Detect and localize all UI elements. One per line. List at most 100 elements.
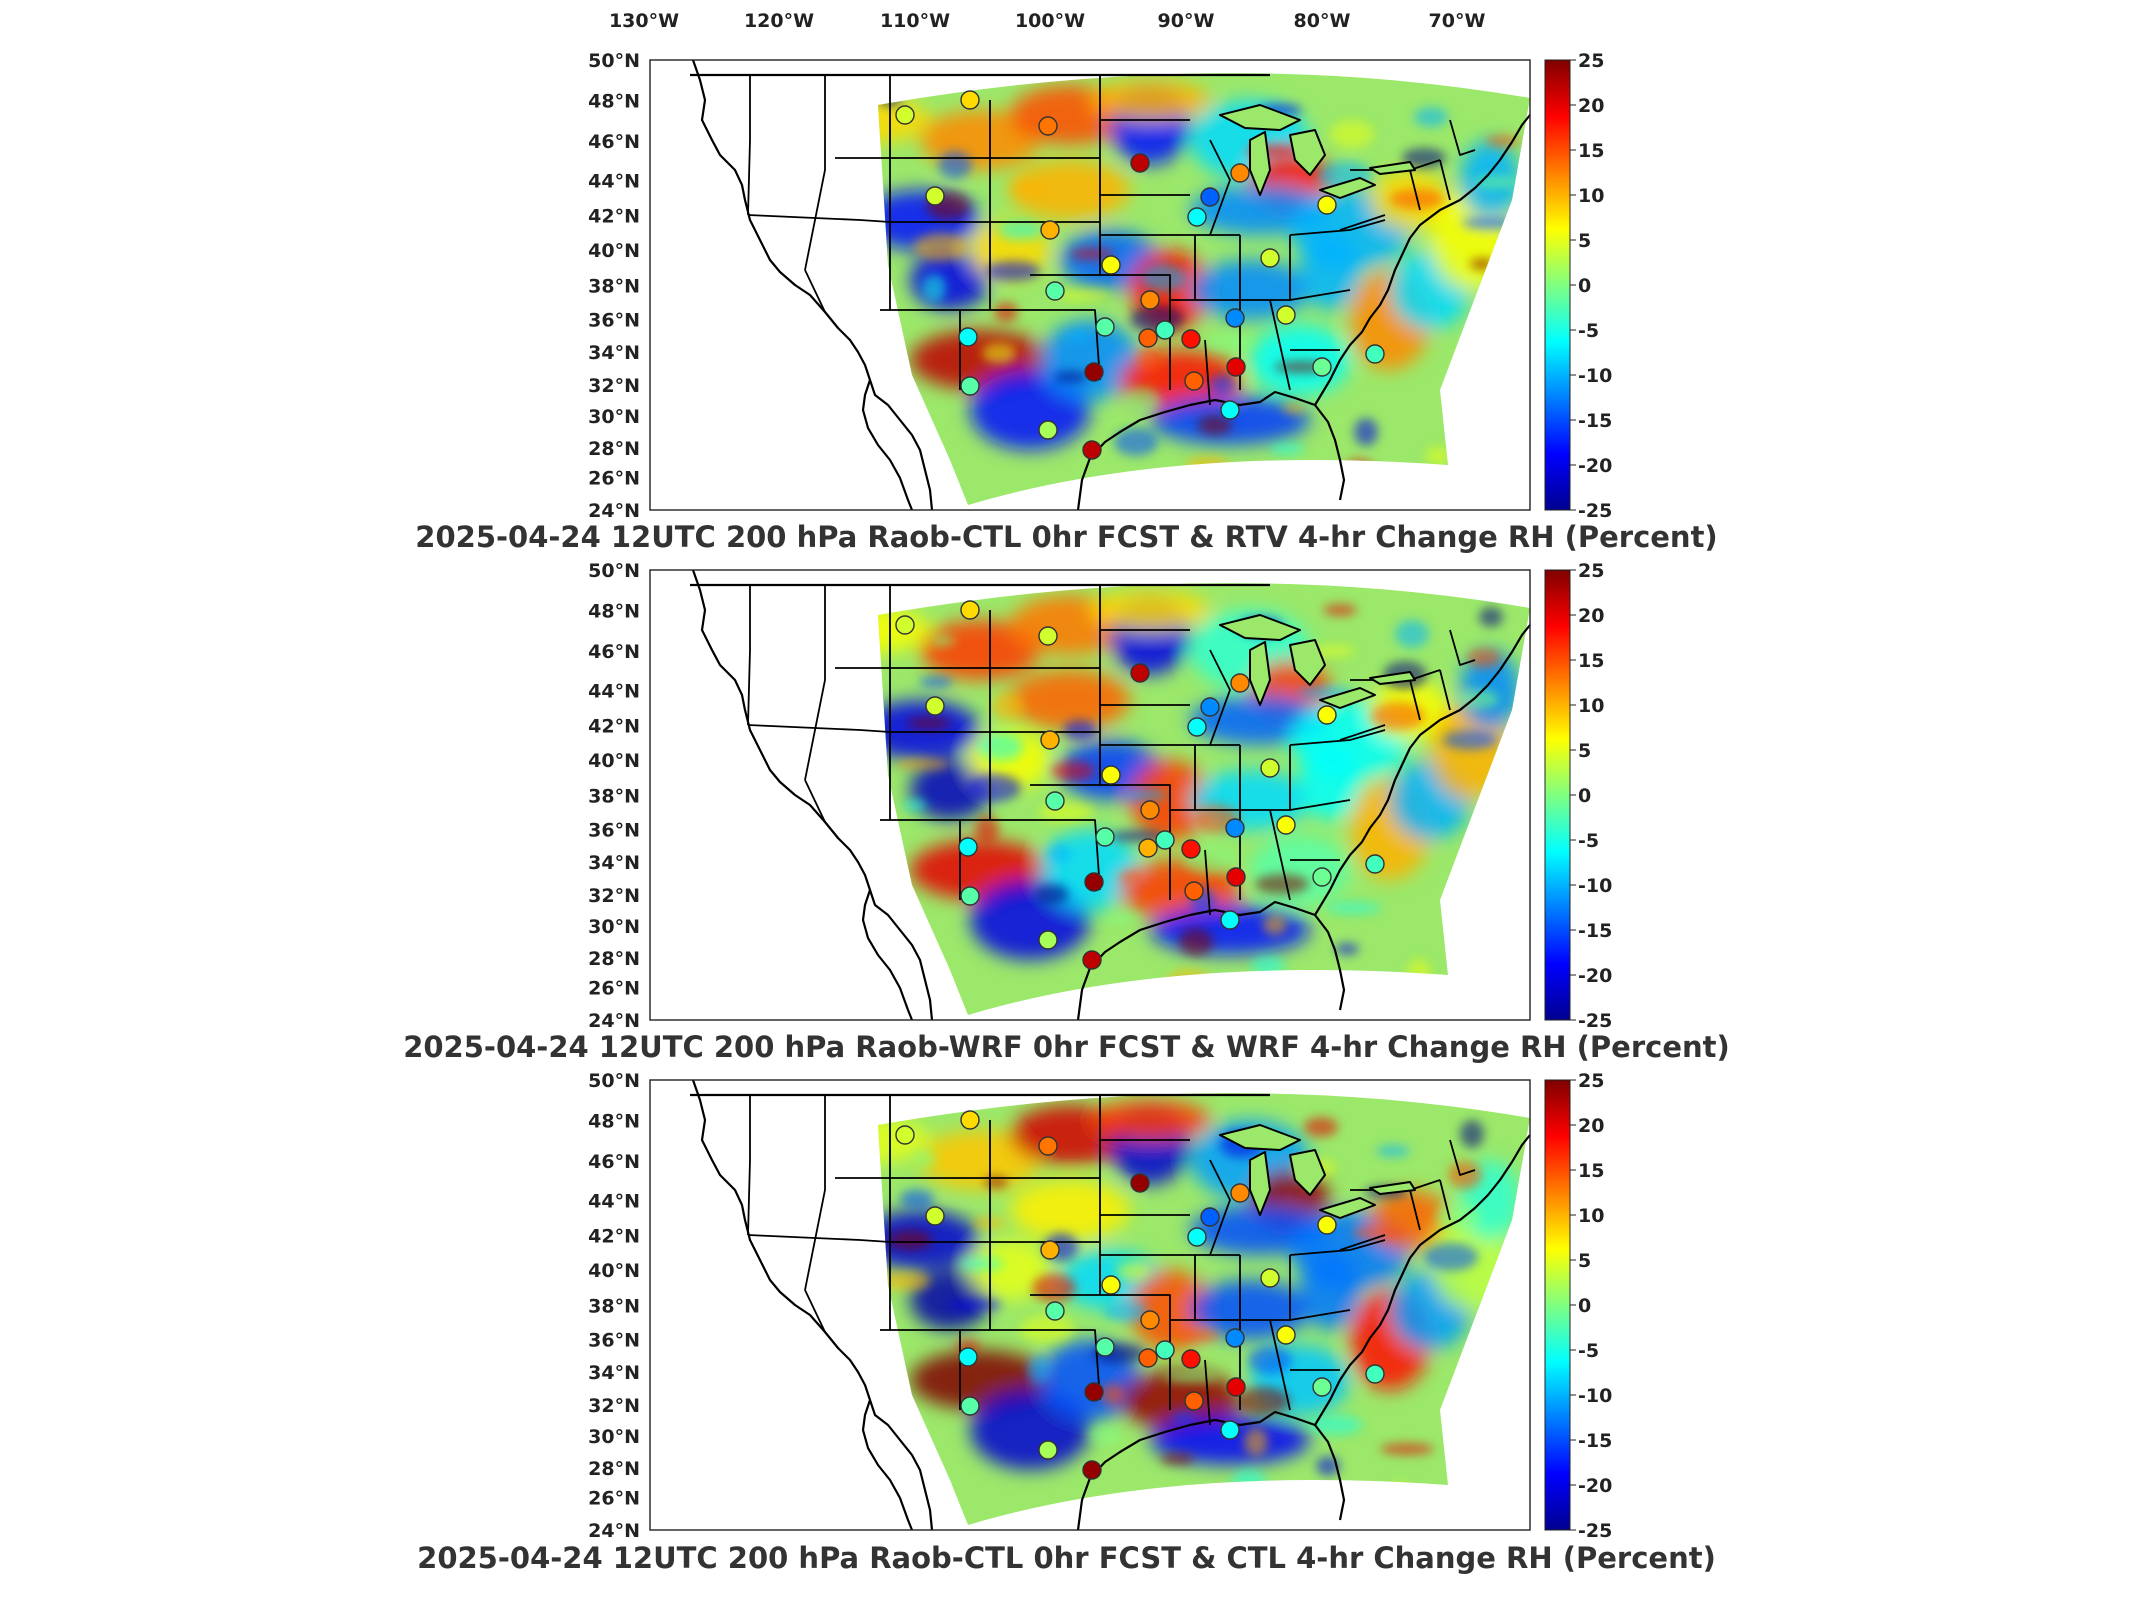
colorbar-gradient	[1544, 1079, 1571, 1531]
raob-station-marker	[1230, 1183, 1250, 1203]
raob-station-marker	[1230, 673, 1250, 693]
raob-station-marker	[1276, 305, 1296, 325]
longitude-label: 120°W	[744, 10, 814, 32]
colorbar: 25 20 15 10 5 0 -5 -10 -15 -20 -25	[1544, 1070, 1612, 1542]
latitude-label: 28°N	[588, 1458, 640, 1480]
raob-station-marker	[925, 1206, 945, 1226]
latitude-axis-labels: 50°N 48°N 46°N 44°N 42°N 40°N 38°N 36°N 34°N 32°N…	[588, 560, 640, 1032]
colorbar: 25 20 15 10 5 0 -5 -10 -15 -20 -25	[1544, 560, 1612, 1032]
colorbar-gradient	[1544, 59, 1571, 511]
latitude-label: 26°N	[588, 468, 640, 490]
longitude-label: 80°W	[1294, 10, 1351, 32]
raob-stations	[895, 90, 1385, 460]
raob-station-marker	[925, 696, 945, 716]
raob-station-marker	[1130, 663, 1150, 683]
raob-station-marker	[1038, 626, 1058, 646]
raob-station-marker	[1226, 1377, 1246, 1397]
raob-station-marker	[1130, 1173, 1150, 1193]
colorbar-tick-label: 0	[1578, 785, 1591, 807]
latitude-label: 42°N	[588, 716, 640, 738]
latitude-label: 28°N	[588, 948, 640, 970]
raob-station-marker	[1365, 1364, 1385, 1384]
raob-station-marker	[1095, 827, 1115, 847]
raob-station-marker	[1225, 1328, 1245, 1348]
latitude-label: 26°N	[588, 1488, 640, 1510]
raob-station-marker	[1038, 1136, 1058, 1156]
latitude-label: 42°N	[588, 1226, 640, 1248]
colorbar-tick-label: 15	[1578, 140, 1604, 162]
raob-station-marker	[1045, 791, 1065, 811]
raob-station-marker	[960, 1110, 980, 1130]
raob-station-marker	[1184, 371, 1204, 391]
raob-station-marker	[1187, 1227, 1207, 1247]
latitude-label: 32°N	[588, 885, 640, 907]
raob-station-marker	[1260, 1268, 1280, 1288]
latitude-label: 40°N	[588, 750, 640, 772]
raob-station-marker	[1220, 400, 1240, 420]
latitude-axis-labels: 50°N 48°N 46°N 44°N 42°N 40°N 38°N 36°N 34°N 32°N…	[588, 50, 640, 522]
raob-station-marker	[1038, 420, 1058, 440]
latitude-label: 24°N	[588, 500, 640, 522]
raob-station-marker	[1040, 1240, 1060, 1260]
colorbar-tick-label: -5	[1578, 830, 1599, 852]
panel-title: 2025-04-24 12UTC 200 hPa Raob-CTL 0hr FC…	[415, 520, 1718, 554]
longitude-label: 100°W	[1015, 10, 1085, 32]
latitude-label: 48°N	[588, 601, 640, 623]
raob-station-marker	[1226, 357, 1246, 377]
raob-station-marker	[1155, 320, 1175, 340]
raob-station-marker	[1095, 1337, 1115, 1357]
latitude-label: 34°N	[588, 852, 640, 874]
latitude-label: 46°N	[588, 131, 640, 153]
latitude-label: 46°N	[588, 641, 640, 663]
map-panel: 50°N 48°N 46°N 44°N 42°N 40°N 38°N 36°N 34°N 32°N…	[588, 560, 1612, 1032]
raob-station-marker	[1200, 697, 1220, 717]
map-panel: 50°N 48°N 46°N 44°N 42°N 40°N 38°N 36°N 34°N 32°N…	[588, 50, 1612, 522]
raob-station-marker	[1130, 153, 1150, 173]
colorbar-tick-label: 10	[1578, 695, 1604, 717]
raob-station-marker	[1084, 872, 1104, 892]
raob-station-marker	[1082, 440, 1102, 460]
colorbar-tick-label: -15	[1578, 410, 1612, 432]
latitude-label: 28°N	[588, 438, 640, 460]
raob-station-marker	[1220, 1420, 1240, 1440]
raob-station-marker	[1045, 1301, 1065, 1321]
raob-station-marker	[1038, 1440, 1058, 1460]
colorbar-tick-label: -25	[1578, 1520, 1612, 1542]
colorbar-tick-label: -20	[1578, 455, 1612, 477]
raob-station-marker	[895, 615, 915, 635]
colorbar-tick-label: 25	[1578, 560, 1604, 582]
raob-station-marker	[1140, 1310, 1160, 1330]
raob-station-marker	[1082, 1460, 1102, 1480]
raob-station-marker	[1317, 705, 1337, 725]
latitude-label: 44°N	[588, 1191, 640, 1213]
raob-station-marker	[1220, 910, 1240, 930]
raob-station-marker	[1101, 1275, 1121, 1295]
raob-station-marker	[1082, 950, 1102, 970]
colorbar-tick-label: 5	[1578, 230, 1591, 252]
raob-station-marker	[1276, 1325, 1296, 1345]
raob-station-marker	[1317, 195, 1337, 215]
latitude-label: 24°N	[588, 1520, 640, 1542]
raob-station-marker	[1260, 758, 1280, 778]
raob-station-marker	[1312, 1377, 1332, 1397]
colorbar-tick-label: 20	[1578, 605, 1604, 627]
raob-station-marker	[1181, 839, 1201, 859]
colorbar-tick-label: -15	[1578, 1430, 1612, 1452]
raob-station-marker	[1140, 800, 1160, 820]
boundaries	[690, 1079, 1531, 1531]
latitude-label: 50°N	[588, 50, 640, 72]
raob-station-marker	[1045, 281, 1065, 301]
longitude-label: 110°W	[880, 10, 950, 32]
colorbar-tick-label: -5	[1578, 320, 1599, 342]
raob-station-marker	[960, 90, 980, 110]
colorbar-tick-label: 10	[1578, 1205, 1604, 1227]
latitude-label: 36°N	[588, 820, 640, 842]
latitude-label: 32°N	[588, 375, 640, 397]
colorbar-tick-label: 15	[1578, 650, 1604, 672]
colorbar-tick-label: 25	[1578, 1070, 1604, 1092]
colorbar-tick-label: -15	[1578, 920, 1612, 942]
colorbar-tick-label: -10	[1578, 365, 1612, 387]
latitude-label: 34°N	[588, 342, 640, 364]
raob-station-marker	[1226, 867, 1246, 887]
map-panel: 50°N 48°N 46°N 44°N 42°N 40°N 38°N 36°N 34°N 32°N…	[588, 1070, 1612, 1542]
